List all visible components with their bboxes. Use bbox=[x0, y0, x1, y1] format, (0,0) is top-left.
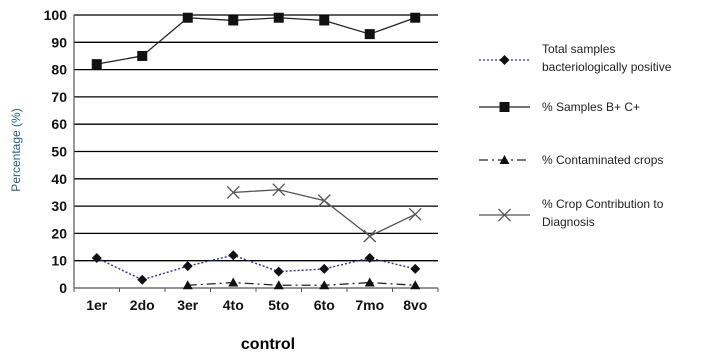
legend-swatch-marker bbox=[498, 208, 511, 222]
y-tick-label: 0 bbox=[59, 280, 67, 296]
legend-label: Total samples bbox=[542, 42, 615, 56]
data-point bbox=[408, 207, 422, 221]
y-tick-labels: 0 10 20 30 40 50 60 70 80 90 100 bbox=[44, 7, 68, 296]
legend-entry: Total samples bacteriologically positive bbox=[479, 42, 672, 74]
legend-label: Diagnosis bbox=[542, 215, 595, 229]
legend-entry: % Contaminated crops bbox=[479, 153, 663, 167]
legend-entry: % Crop Contribution to Diagnosis bbox=[479, 197, 664, 229]
x-tick-label: 5to bbox=[268, 297, 289, 313]
data-point bbox=[272, 183, 286, 197]
data-point bbox=[182, 261, 193, 272]
legend: Total samples bacteriologically positive%… bbox=[479, 42, 672, 229]
data-point bbox=[364, 252, 375, 263]
y-tick-label: 50 bbox=[51, 144, 67, 160]
x-tick-label: 6to bbox=[314, 297, 335, 313]
x-tick-label: 8vo bbox=[403, 297, 427, 313]
data-point bbox=[182, 280, 193, 290]
y-tick-label: 20 bbox=[51, 225, 67, 241]
data-point bbox=[137, 274, 148, 285]
legend-swatch-marker bbox=[499, 55, 510, 65]
data-point bbox=[410, 263, 421, 274]
y-tick-label: 100 bbox=[44, 7, 68, 23]
y-axis-label: Percentage (%) bbox=[9, 108, 23, 191]
series-3 bbox=[182, 277, 421, 290]
legend-entry: % Samples B+ C+ bbox=[479, 100, 640, 114]
data-point bbox=[319, 280, 330, 290]
x-tick-label: 7mo bbox=[355, 297, 384, 313]
data-point bbox=[364, 277, 375, 287]
axes bbox=[73, 15, 439, 292]
series-2 bbox=[91, 12, 421, 70]
y-tick-label: 70 bbox=[51, 89, 67, 105]
legend-swatch-marker bbox=[499, 102, 510, 112]
x-tick-label: 1er bbox=[86, 297, 108, 313]
data-point bbox=[228, 15, 239, 26]
legend-label: bacteriologically positive bbox=[542, 60, 672, 74]
legend-label: % Contaminated crops bbox=[542, 153, 663, 167]
data-point bbox=[273, 266, 284, 277]
data-point bbox=[319, 15, 330, 26]
series-line bbox=[96, 254, 416, 281]
data-point bbox=[410, 280, 421, 290]
x-axis-label: control bbox=[241, 336, 295, 353]
x-tick-label: 3er bbox=[177, 297, 199, 313]
series-4 bbox=[226, 183, 422, 243]
y-tick-label: 30 bbox=[51, 198, 67, 214]
data-point bbox=[228, 277, 239, 287]
y-tick-label: 60 bbox=[51, 116, 67, 132]
y-tick-label: 40 bbox=[51, 171, 67, 187]
series-1 bbox=[91, 250, 421, 285]
data-point bbox=[137, 50, 148, 61]
data-point bbox=[319, 263, 330, 274]
legend-label: % Crop Contribution to bbox=[542, 197, 664, 211]
gridlines bbox=[74, 14, 438, 262]
legend-swatch-marker bbox=[499, 155, 510, 164]
data-point bbox=[364, 29, 375, 40]
x-tick-label: 2do bbox=[130, 297, 155, 313]
data-point bbox=[363, 229, 377, 243]
data-point bbox=[91, 59, 102, 70]
data-point bbox=[226, 185, 240, 199]
series-line bbox=[233, 189, 416, 237]
series-line bbox=[187, 281, 416, 286]
data-point bbox=[91, 252, 102, 263]
y-tick-label: 90 bbox=[51, 34, 67, 50]
series bbox=[91, 12, 422, 290]
y-tick-label: 10 bbox=[51, 253, 67, 269]
y-tick-label: 80 bbox=[51, 62, 67, 78]
series-line bbox=[96, 17, 416, 65]
data-point bbox=[228, 250, 239, 261]
data-point bbox=[273, 12, 284, 23]
data-point bbox=[273, 280, 284, 290]
data-point bbox=[182, 12, 193, 23]
data-point bbox=[317, 194, 331, 208]
x-tick-labels: 1er 2do 3er 4to 5to 6to 7mo 8vo bbox=[86, 297, 427, 313]
data-point bbox=[410, 12, 421, 23]
x-tick-label: 4to bbox=[223, 297, 244, 313]
legend-label: % Samples B+ C+ bbox=[542, 100, 640, 114]
